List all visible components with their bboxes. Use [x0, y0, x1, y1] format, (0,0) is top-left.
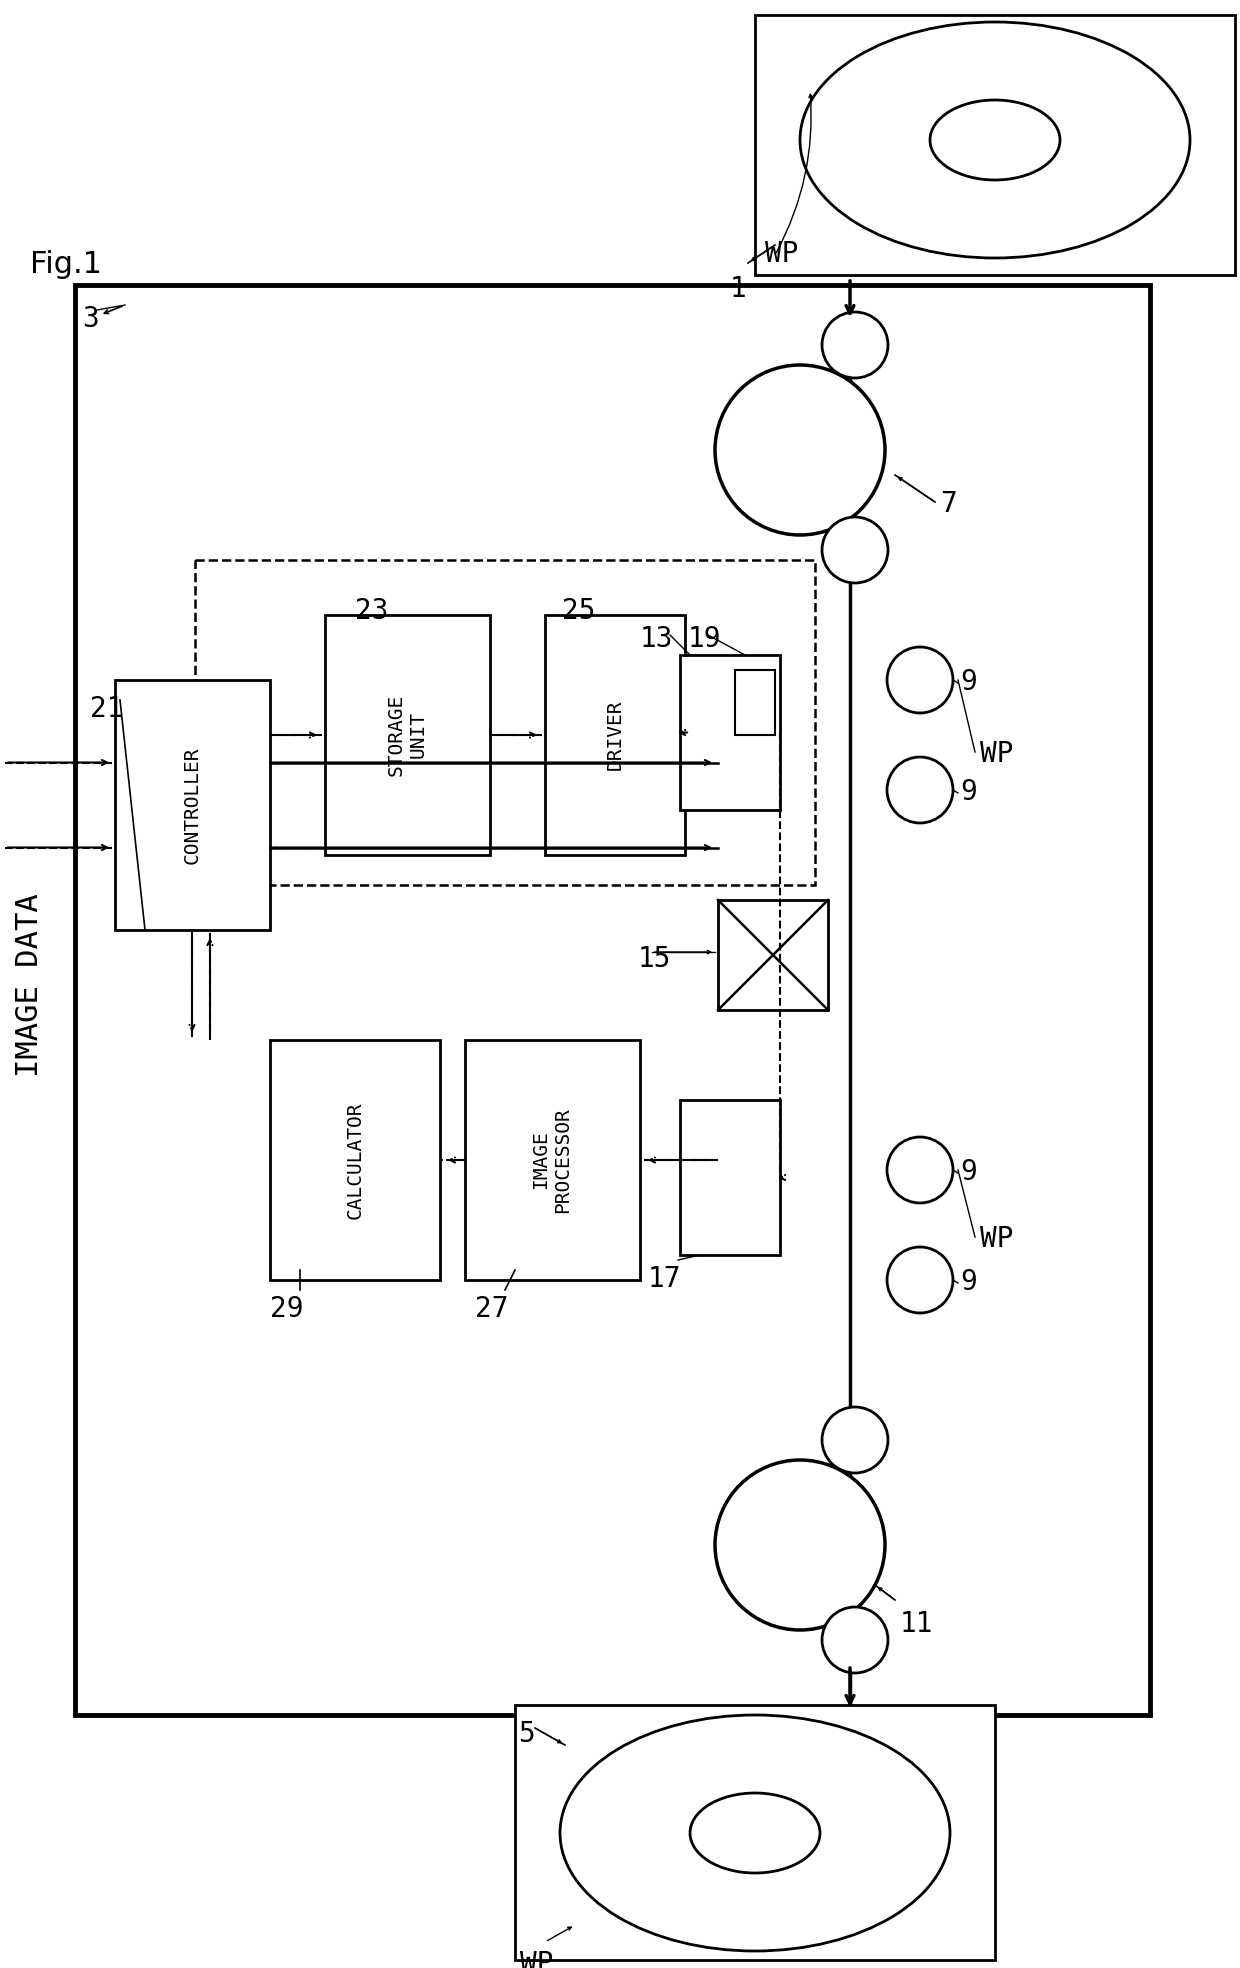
Text: CONTROLLER: CONTROLLER [182, 746, 201, 864]
Text: 9: 9 [960, 1267, 977, 1297]
Text: DRIVER: DRIVER [605, 701, 625, 769]
Text: 1: 1 [730, 276, 746, 303]
Bar [115, 681, 270, 931]
Text: STORAGE
UNIT: STORAGE UNIT [387, 695, 428, 775]
Text: 9: 9 [960, 777, 977, 807]
Ellipse shape [822, 313, 888, 378]
Bar [325, 614, 490, 854]
Text: 9: 9 [960, 667, 977, 697]
Ellipse shape [800, 22, 1190, 258]
Ellipse shape [887, 758, 954, 823]
Text: Fig.1: Fig.1 [30, 250, 102, 279]
Ellipse shape [822, 1608, 888, 1673]
Text: 15: 15 [639, 945, 672, 972]
Ellipse shape [822, 1407, 888, 1472]
Bar [755, 16, 1235, 276]
Text: 11: 11 [900, 1610, 934, 1637]
Bar [74, 285, 1149, 1714]
Text: IMAGE
PROCESSOR: IMAGE PROCESSOR [532, 1108, 573, 1212]
Text: 3: 3 [82, 305, 99, 333]
Bar [195, 561, 815, 886]
Text: IMAGE DATA: IMAGE DATA [15, 893, 45, 1076]
Ellipse shape [887, 647, 954, 712]
Ellipse shape [822, 518, 888, 583]
Text: WP: WP [765, 240, 799, 268]
Text: 5: 5 [518, 1720, 534, 1748]
Text: WP: WP [980, 1224, 1013, 1254]
Text: 17: 17 [649, 1265, 682, 1293]
Text: WP: WP [520, 1950, 553, 1968]
Ellipse shape [887, 1248, 954, 1313]
Text: 23: 23 [355, 596, 388, 626]
Bar [718, 899, 828, 1010]
Bar [735, 669, 775, 734]
Bar [465, 1039, 640, 1279]
Text: 21: 21 [91, 695, 124, 722]
Bar [546, 614, 684, 854]
Text: 29: 29 [270, 1295, 304, 1322]
Text: 19: 19 [688, 626, 722, 653]
Text: WP: WP [980, 740, 1013, 768]
Ellipse shape [715, 1460, 885, 1630]
Ellipse shape [560, 1714, 950, 1950]
Bar [515, 1704, 994, 1960]
Text: 7: 7 [940, 490, 957, 518]
Text: 13: 13 [640, 626, 673, 653]
Bar [680, 655, 780, 811]
Bar [270, 1039, 440, 1279]
Text: 27: 27 [475, 1295, 508, 1322]
Text: 9: 9 [960, 1157, 977, 1187]
Ellipse shape [887, 1138, 954, 1202]
Text: CALCULATOR: CALCULATOR [346, 1102, 365, 1218]
Text: 25: 25 [562, 596, 595, 626]
Ellipse shape [715, 364, 885, 535]
Ellipse shape [689, 1793, 820, 1874]
Ellipse shape [930, 100, 1060, 179]
Bar [680, 1100, 780, 1256]
